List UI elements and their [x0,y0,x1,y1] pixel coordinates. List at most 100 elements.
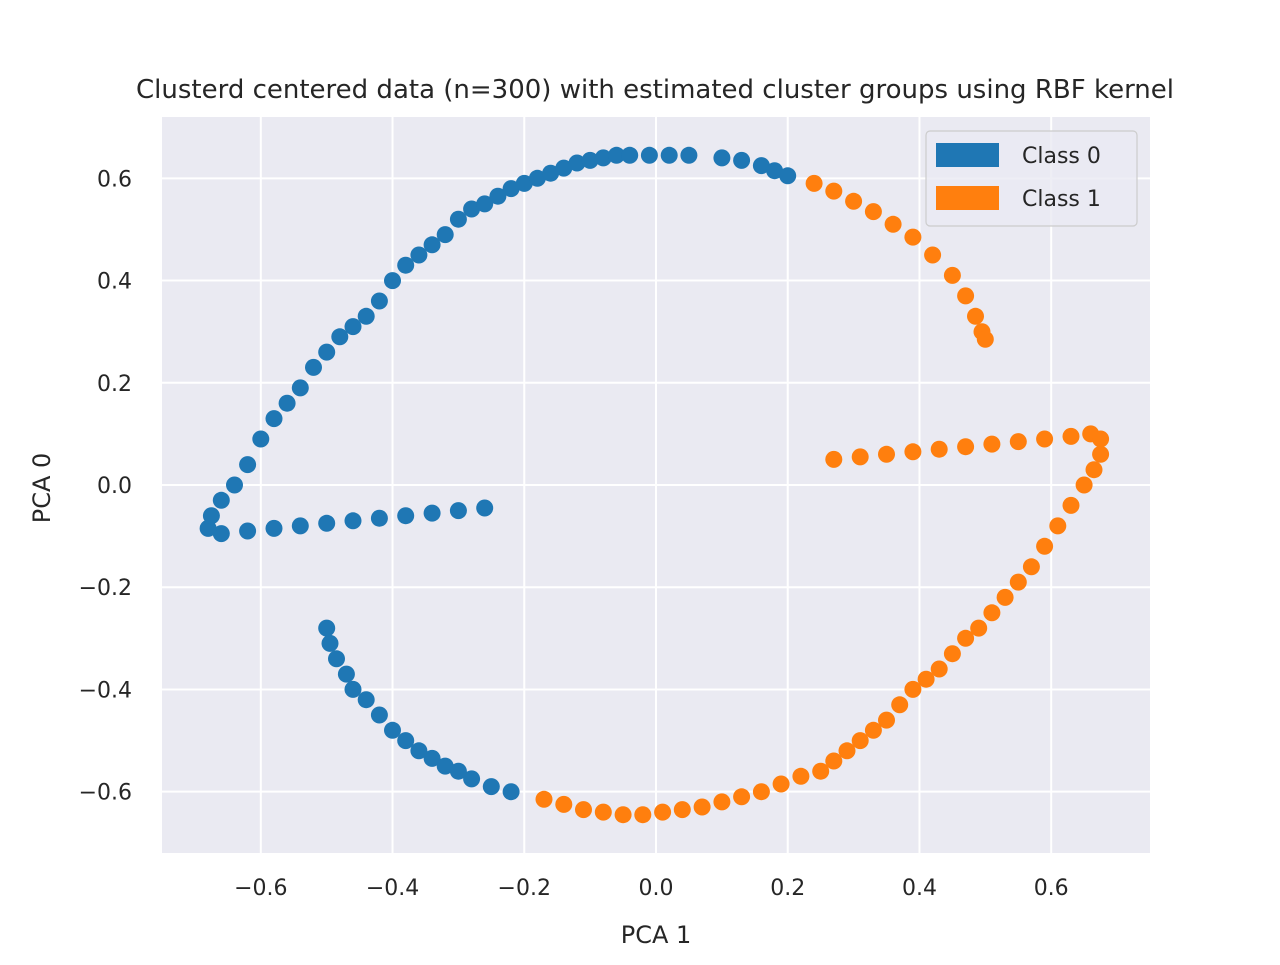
y-tick-label: −0.6 [79,781,132,806]
point-class-1 [654,803,672,821]
point-class-1 [851,448,869,466]
point-class-1 [930,440,948,458]
point-class-0 [291,517,309,535]
point-class-1 [1075,476,1093,494]
point-class-0 [410,246,428,264]
point-class-1 [1092,430,1110,448]
point-class-1 [825,752,843,770]
point-class-1 [904,443,922,461]
point-class-0 [328,650,345,668]
point-class-1 [878,445,895,463]
point-class-1 [713,793,731,811]
point-class-1 [805,174,823,192]
point-class-1 [943,645,961,663]
point-class-0 [331,328,349,346]
point-class-1 [884,215,902,233]
point-class-1 [772,775,790,793]
point-class-0 [581,151,599,169]
y-axis-title: PCA 0 [28,453,56,524]
point-class-0 [397,507,415,525]
point-class-0 [713,149,731,167]
legend-label-class-1: Class 1 [1022,187,1101,212]
point-class-1 [930,660,948,678]
legend: Class 0 Class 1 [925,130,1138,227]
point-class-0 [449,502,467,520]
point-class-1 [970,619,988,637]
point-class-0 [515,174,533,192]
point-class-1 [851,732,869,750]
legend-swatch-class-0 [936,143,999,167]
point-class-1 [838,742,856,760]
point-class-0 [265,410,283,428]
point-class-0 [476,195,494,213]
chart-title: Clusterd centered data (n=300) with esti… [136,75,1174,105]
x-tick-label: 0.6 [1034,876,1069,901]
point-class-1 [976,330,994,348]
point-class-1 [752,783,770,801]
y-tick-label: −0.4 [79,678,132,703]
point-class-0 [463,770,481,788]
point-class-1 [917,670,935,688]
point-class-1 [904,680,922,698]
point-class-0 [344,680,362,698]
x-tick-label: 0.0 [639,876,674,901]
point-class-1 [825,182,843,200]
y-tick-label: 0.2 [97,372,132,397]
point-class-0 [370,292,388,310]
point-class-0 [344,512,362,530]
x-tick-label: −0.4 [366,876,419,901]
point-class-1 [878,711,895,729]
point-class-0 [291,379,309,397]
point-class-0 [357,307,375,325]
point-class-0 [239,522,257,540]
point-class-0 [476,499,494,517]
y-tick-label: 0.4 [97,270,132,295]
point-class-0 [318,619,336,637]
point-class-1 [957,287,975,305]
point-class-0 [384,721,401,739]
x-tick-label: −0.2 [498,876,551,901]
point-class-1 [845,192,863,210]
point-class-0 [660,146,678,164]
point-class-1 [1062,496,1080,514]
y-tick-label: −0.2 [79,576,132,601]
point-class-1 [575,801,592,819]
point-class-0 [608,146,625,164]
point-class-0 [449,210,467,228]
point-class-1 [1092,445,1110,463]
point-class-0 [502,783,520,801]
point-class-1 [634,806,652,824]
point-class-0 [640,146,658,164]
point-class-1 [825,450,843,468]
point-class-1 [957,438,975,456]
point-class-1 [614,806,632,824]
point-class-0 [321,634,339,652]
point-class-0 [344,318,362,336]
point-class-1 [904,228,922,246]
point-class-0 [489,187,507,205]
legend-swatch-class-1 [936,186,999,210]
point-class-1 [924,246,942,264]
x-tick-labels: −0.6 −0.4 −0.2 0.0 0.2 0.4 0.6 [234,876,1069,901]
point-class-0 [449,762,467,780]
point-class-0 [384,272,401,290]
point-class-0 [212,525,230,543]
point-class-0 [357,691,375,709]
point-class-0 [423,236,441,254]
point-class-0 [397,256,415,274]
point-class-0 [212,491,230,509]
point-class-0 [410,742,428,760]
point-class-0 [278,394,296,412]
point-class-0 [423,749,441,767]
point-class-0 [594,149,612,167]
point-class-0 [239,456,257,474]
y-tick-label: 0.0 [97,474,132,499]
x-tick-label: −0.6 [234,876,287,901]
point-class-1 [1085,461,1103,479]
point-class-0 [502,180,520,198]
point-class-1 [957,629,975,647]
x-tick-label: 0.2 [770,876,805,901]
point-class-0 [436,757,454,775]
point-class-0 [766,162,784,180]
